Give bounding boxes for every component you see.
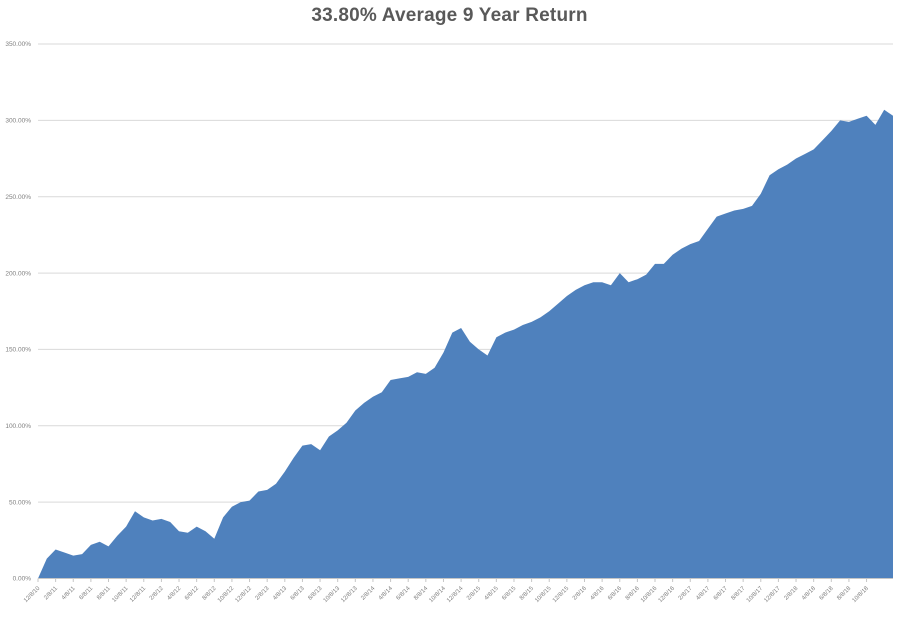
x-tick-label: 10/8/11	[111, 585, 130, 604]
area-series	[38, 109, 893, 579]
x-tick-label: 6/8/11	[79, 585, 95, 601]
x-tick-label: 2/8/15	[466, 585, 483, 602]
x-tick-label: 10/8/18	[852, 585, 871, 604]
x-tick-label: 10/8/13	[323, 585, 342, 604]
x-tick-label: 6/8/18	[819, 585, 836, 602]
x-tick-label: 2/8/14	[360, 585, 377, 602]
x-tick-label: 4/8/18	[801, 585, 818, 602]
x-tick-label: 4/8/11	[61, 585, 77, 601]
x-tick-label: 8/8/11	[96, 585, 112, 601]
x-tick-label: 2/8/18	[783, 585, 800, 602]
x-tick-label: 2/8/11	[43, 585, 59, 601]
x-tick-label: 12/8/14	[446, 585, 465, 604]
x-tick-label: 2/8/16	[572, 585, 589, 602]
x-tick-label: 8/8/12	[202, 585, 219, 602]
y-tick-label: 200.00%	[5, 270, 31, 277]
x-tick-label: 2/8/13	[255, 585, 272, 602]
x-tick-label: 8/8/18	[836, 585, 853, 602]
x-tick-label: 8/8/16	[625, 585, 642, 602]
x-tick-label: 4/8/13	[272, 585, 289, 602]
x-tick-label: 10/8/17	[746, 585, 765, 604]
y-tick-label: 100.00%	[5, 423, 31, 430]
x-tick-label: 4/8/14	[378, 585, 395, 602]
x-tick-label: 6/8/12	[184, 585, 201, 602]
x-tick-label: 10/8/15	[534, 585, 553, 604]
x-tick-label: 4/8/12	[166, 585, 183, 602]
x-tick-label: 8/8/15	[519, 585, 536, 602]
x-tick-label: 10/8/14	[428, 585, 447, 604]
x-tick-label: 12/8/10	[23, 585, 42, 604]
x-tick-label: 6/8/15	[501, 585, 518, 602]
x-tick-label: 6/8/13	[290, 585, 307, 602]
y-tick-label: 350.00%	[5, 41, 31, 48]
x-tick-label: 12/8/11	[129, 585, 148, 604]
x-tick-label: 4/8/16	[589, 585, 606, 602]
y-tick-label: 150.00%	[5, 347, 31, 354]
chart-title: 33.80% Average 9 Year Return	[311, 5, 588, 26]
y-tick-label: 300.00%	[5, 118, 31, 125]
y-tick-label: 50.00%	[9, 499, 31, 506]
x-tick-label: 4/8/17	[695, 585, 712, 602]
x-tick-label: 6/8/16	[607, 585, 624, 602]
x-tick-label: 2/8/12	[149, 585, 166, 602]
x-tick-label: 6/8/17	[713, 585, 730, 602]
x-tick-label: 10/8/16	[640, 585, 659, 604]
x-tick-label: 4/8/15	[484, 585, 501, 602]
x-tick-label: 8/8/17	[731, 585, 748, 602]
y-tick-label: 0.00%	[13, 576, 32, 583]
x-tick-label: 12/8/17	[763, 585, 782, 604]
x-tick-label: 12/8/12	[235, 585, 254, 604]
x-tick-label: 8/8/14	[413, 585, 430, 602]
x-tick-label: 6/8/14	[396, 585, 413, 602]
x-tick-label: 2/8/17	[678, 585, 695, 602]
y-tick-label: 250.00%	[5, 194, 31, 201]
x-tick-label: 10/8/12	[217, 585, 236, 604]
x-tick-label: 12/8/13	[340, 585, 359, 604]
x-tick-label: 12/8/15	[552, 585, 571, 604]
x-tick-label: 8/8/13	[307, 585, 324, 602]
x-tick-label: 12/8/16	[658, 585, 677, 604]
